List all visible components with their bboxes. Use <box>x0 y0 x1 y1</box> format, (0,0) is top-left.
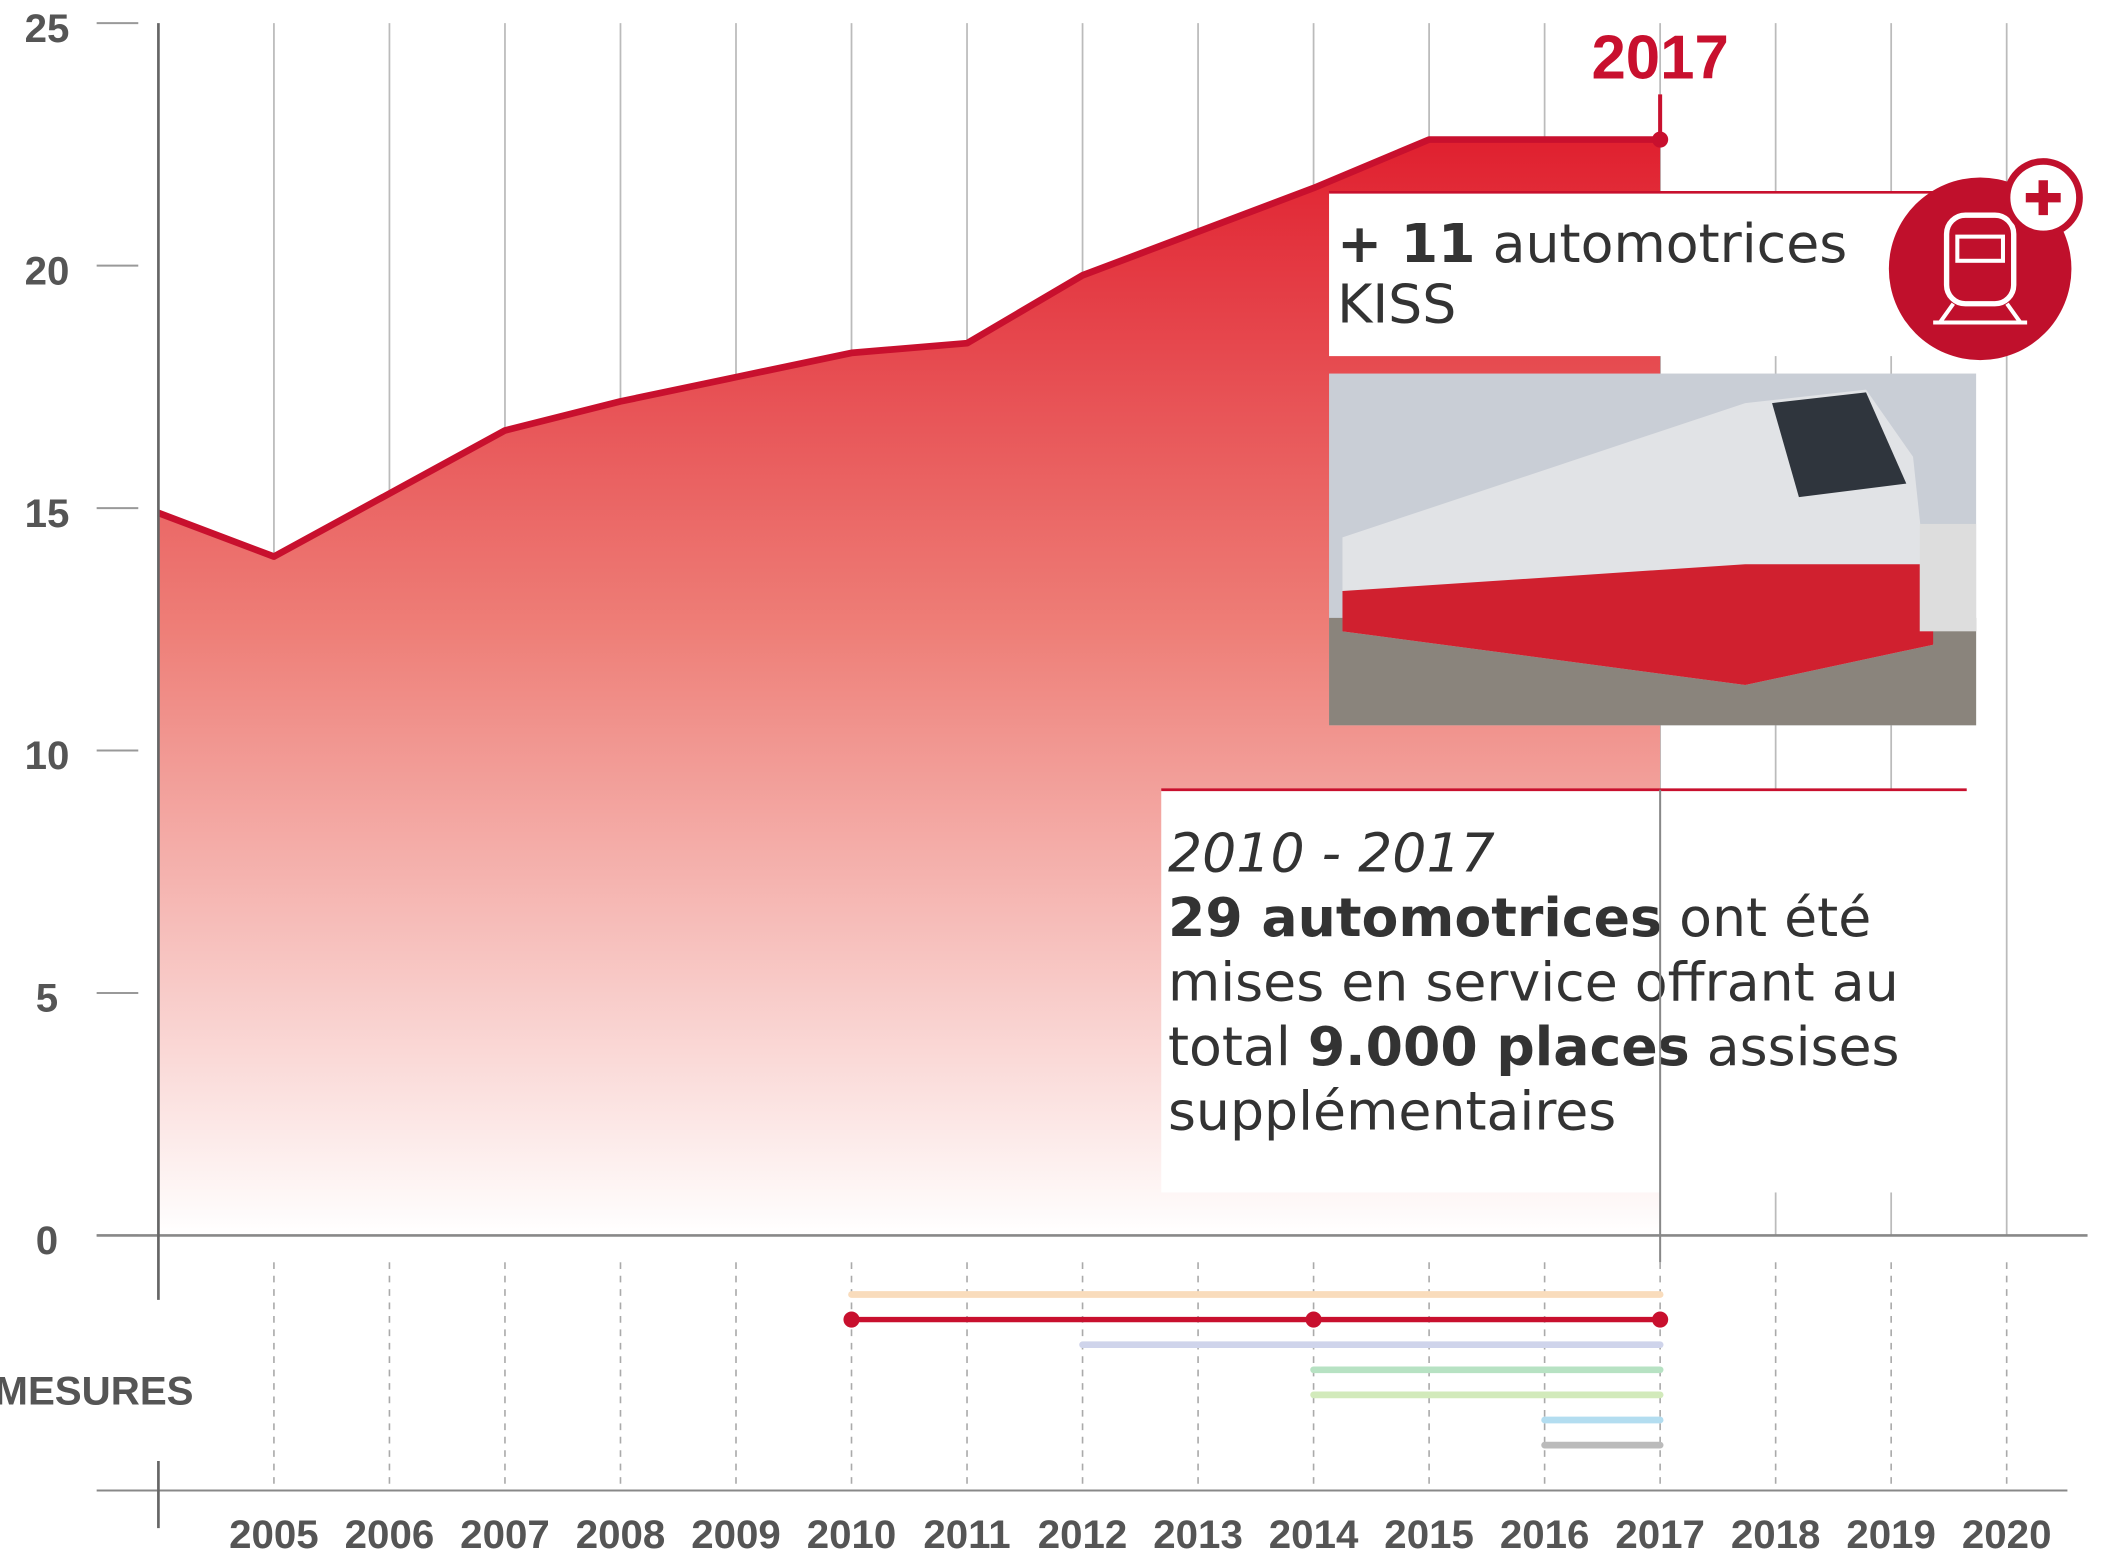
y-tick-label: 20 <box>25 248 70 293</box>
x-tick-label: 2008 <box>576 1512 666 1557</box>
y-tick-label: 10 <box>25 733 70 778</box>
x-tick-label: 2018 <box>1731 1512 1821 1557</box>
annotation-box <box>1329 192 1936 357</box>
summary-bold: 29 automotrices <box>1167 887 1663 950</box>
x-tick-label: 2012 <box>1038 1512 1128 1557</box>
x-tick-label: 2014 <box>1269 1512 1359 1557</box>
x-tick-label: 2015 <box>1384 1512 1474 1557</box>
x-tick-label: 2013 <box>1153 1512 1243 1557</box>
x-tick-label: 2009 <box>691 1512 781 1557</box>
summary: 2010 - 2017 29 automotrices ont été mise… <box>1167 823 1900 1143</box>
annotation: + 11 automotrices KISS <box>1337 215 1848 336</box>
x-tick-label: 2006 <box>345 1512 435 1557</box>
measure-point <box>1305 1311 1322 1328</box>
x-tick-label: 2016 <box>1500 1512 1590 1557</box>
summary-bold: 9.000 places <box>1307 1016 1690 1079</box>
y-tick-label: 5 <box>36 976 58 1021</box>
end-dot <box>1652 131 1669 148</box>
summary-text: assises supplémentaires <box>1167 1016 1900 1143</box>
x-tick-label: 2020 <box>1962 1512 2052 1557</box>
measure-point <box>843 1311 860 1328</box>
line <box>157 136 1661 560</box>
summary-box <box>1161 789 1967 1193</box>
highlight-label: 2017 <box>1591 23 1728 92</box>
x-tick-label: 2007 <box>460 1512 550 1557</box>
y-tick-label: 25 <box>25 6 70 51</box>
x-tick-label: 2017 <box>1615 1512 1705 1557</box>
x-tick-label: 2005 <box>229 1512 319 1557</box>
summary-period: 2010 - 2017 <box>1167 823 1495 886</box>
annotation-text: automotrices KISS <box>1337 215 1848 336</box>
x-tick-label: 2019 <box>1846 1512 1936 1557</box>
measure-point <box>1652 1311 1669 1328</box>
x-tick-label: 2010 <box>807 1512 897 1557</box>
summary-text: ont été mises en service offrant au tota… <box>1167 887 1899 1079</box>
measures-label: MESURES <box>0 1368 194 1413</box>
x-tick-label: 2011 <box>923 1512 1010 1557</box>
y-tick-label: 15 <box>25 491 70 536</box>
train-photo <box>1329 373 1977 726</box>
train-icon <box>1888 158 2083 361</box>
annotation-bold: + 11 <box>1337 215 1476 276</box>
y-tick-label: 0 <box>36 1218 58 1263</box>
